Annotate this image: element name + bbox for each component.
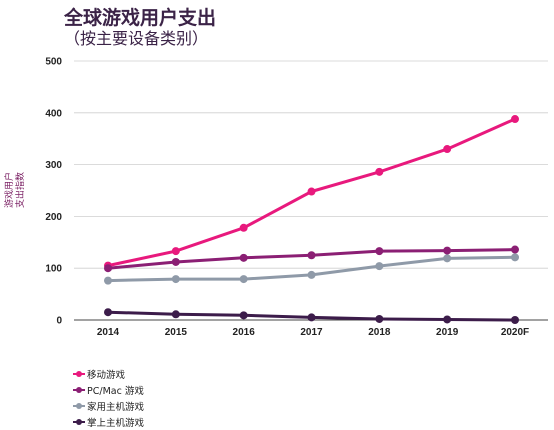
series-4	[104, 308, 519, 324]
data-point	[375, 314, 384, 323]
legend: 移动游戏 PC/Mac 游戏 家用主机游戏 掌上主机游戏	[73, 366, 144, 430]
y-tick-label: 0	[56, 316, 62, 327]
series-1	[104, 115, 519, 270]
chart-title: 全球游戏用户支出	[64, 7, 217, 29]
series-3	[104, 253, 519, 285]
legend-swatch	[73, 369, 85, 379]
x-tick-label: 2016	[233, 327, 256, 338]
data-point	[171, 247, 180, 256]
legend-item: 移动游戏	[73, 366, 144, 382]
x-tick-label: 2015	[165, 327, 188, 338]
data-point	[375, 262, 384, 271]
x-tick-label: 2014	[97, 327, 120, 338]
data-point	[307, 270, 316, 279]
data-point	[307, 251, 316, 260]
data-point	[307, 313, 316, 322]
x-tick-label: 2017	[300, 327, 323, 338]
x-tick-label: 2018	[368, 327, 391, 338]
legend-swatch	[73, 417, 85, 427]
legend-label: PC/Mac 游戏	[87, 386, 144, 397]
data-point	[171, 257, 180, 266]
x-tick-label: 2020F	[501, 327, 529, 338]
data-point	[511, 316, 519, 324]
legend-item: 家用主机游戏	[73, 398, 144, 414]
data-point	[239, 253, 248, 262]
legend-item: 掌上主机游戏	[73, 414, 144, 430]
legend-label: 移动游戏	[87, 370, 126, 381]
data-point	[307, 187, 316, 196]
data-point	[239, 223, 248, 232]
data-point	[239, 311, 248, 320]
y-tick-label: 500	[45, 57, 62, 68]
data-point	[511, 115, 519, 124]
data-point	[443, 145, 452, 154]
data-point	[511, 253, 519, 262]
data-point	[104, 276, 112, 285]
y-axis-ticks: 0 100 200 300 400 500	[45, 57, 62, 327]
x-tick-label: 2019	[436, 327, 459, 338]
y-tick-label: 400	[45, 108, 62, 119]
y-axis-label-line-1: 游戏用户	[3, 172, 15, 208]
x-axis-ticks: 2014 2015 2016 2017 2018 2019 2020F	[97, 327, 529, 338]
data-point	[375, 167, 384, 176]
y-axis-label-line-2: 支出指数	[14, 172, 26, 208]
data-point	[443, 315, 452, 324]
legend-swatch	[73, 401, 85, 411]
legend-label: 掌上主机游戏	[87, 418, 145, 429]
data-point	[171, 275, 180, 284]
data-point	[511, 245, 519, 254]
y-tick-label: 100	[45, 264, 62, 275]
chart-subtitle: （按主要设备类别）	[64, 29, 209, 48]
legend-item: PC/Mac 游戏	[73, 382, 144, 398]
series-group	[104, 115, 519, 324]
data-point	[171, 310, 180, 319]
data-point	[239, 275, 248, 284]
legend-swatch	[73, 385, 85, 395]
y-tick-label: 200	[45, 212, 62, 223]
data-point	[104, 308, 112, 317]
data-point	[375, 247, 384, 256]
y-tick-label: 300	[45, 160, 62, 171]
data-point	[104, 264, 112, 273]
data-point	[443, 254, 452, 263]
legend-label: 家用主机游戏	[87, 402, 145, 413]
data-point	[443, 246, 452, 255]
series-2	[104, 245, 519, 273]
